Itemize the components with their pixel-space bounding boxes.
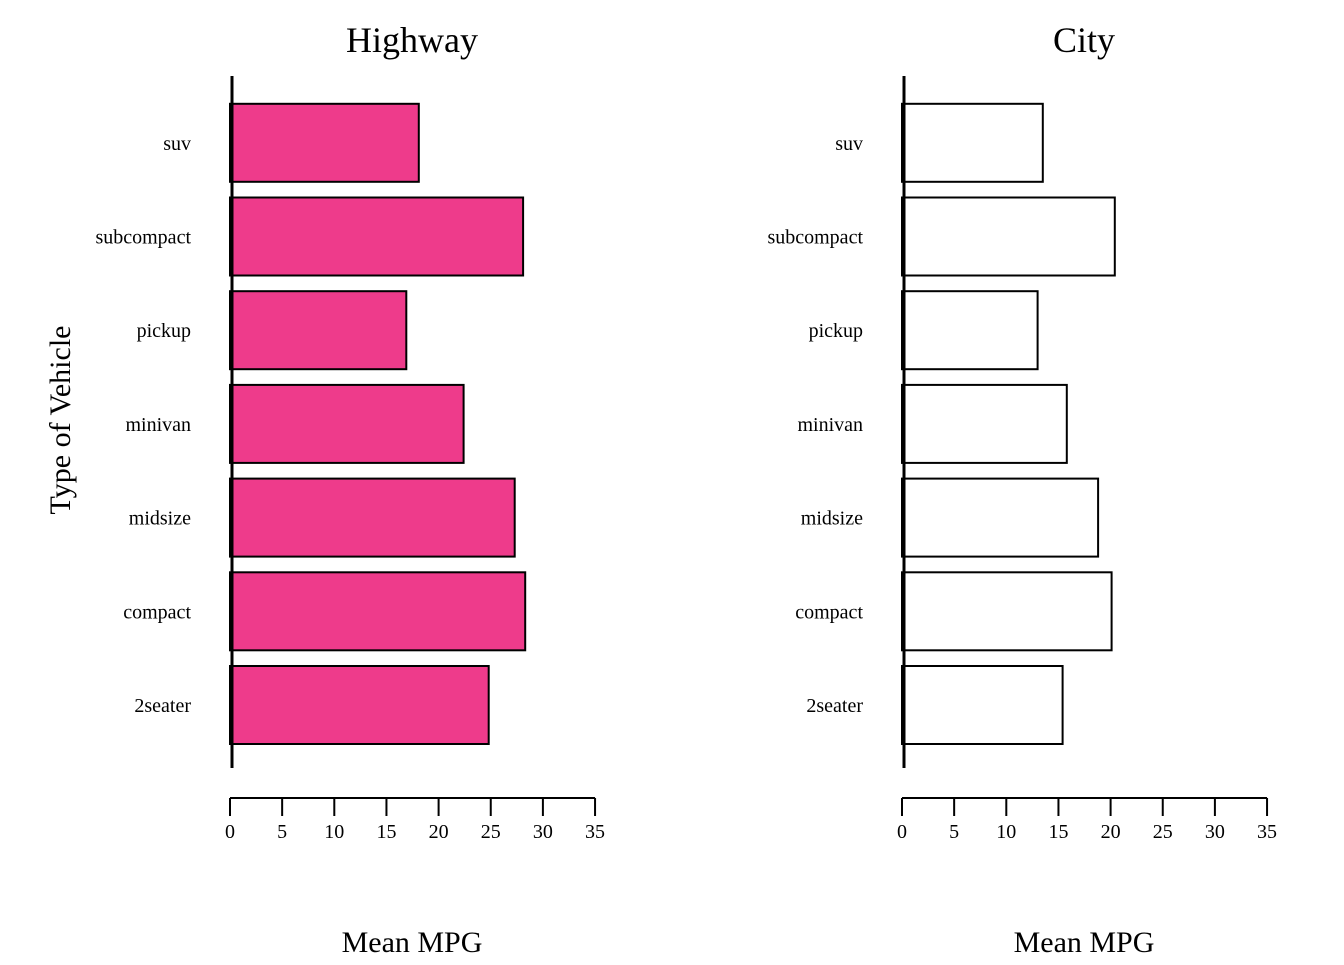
bar-highway-subcompact	[229, 196, 525, 277]
category-labels-city: 2seater compact midsize minivan pickup subcom…	[767, 133, 863, 717]
bar-city-2seater	[901, 665, 1064, 745]
x-axis-title-highway: Mean MPG	[342, 926, 483, 959]
category-label-highway-compact: compact	[123, 601, 191, 623]
category-label-highway-pickup: pickup	[137, 320, 191, 342]
x-tick-label-city-10: 10	[996, 821, 1016, 843]
x-tick-label-city-25: 25	[1153, 821, 1173, 843]
y-axis-title: Type of Vehicle	[44, 326, 77, 515]
bar-highway-compact	[229, 571, 527, 652]
category-label-city-subcompact: subcompact	[767, 227, 863, 249]
category-label-highway-midsize: midsize	[129, 508, 191, 530]
bar-city-minivan	[901, 383, 1068, 464]
x-tick-label-highway-0: 0	[225, 821, 235, 843]
bar-highway-pickup	[229, 290, 408, 371]
bar-city-subcompact	[901, 196, 1116, 277]
category-label-highway-suv: suv	[163, 133, 191, 155]
category-label-city-suv: suv	[835, 133, 863, 155]
x-tick-label-highway-10: 10	[324, 821, 344, 843]
bar-highway-minivan	[229, 383, 465, 464]
category-label-highway-2seater: 2seater	[134, 695, 191, 717]
category-label-city-2seater: 2seater	[806, 695, 863, 717]
bar-city-suv	[901, 102, 1044, 183]
x-tick-label-city-5: 5	[949, 821, 959, 843]
category-labels-highway: 2seater compact midsize minivan pickup subcom…	[95, 133, 191, 717]
x-axis-city: 0 5 10 15 20 25 30 35	[897, 797, 1277, 843]
x-tick-label-highway-25: 25	[481, 821, 501, 843]
bar-city-midsize	[901, 477, 1100, 558]
x-tick-label-city-30: 30	[1205, 821, 1225, 843]
category-label-city-midsize: midsize	[801, 508, 863, 530]
category-label-city-compact: compact	[795, 601, 863, 623]
bar-city-compact	[901, 571, 1113, 652]
x-tick-label-highway-20: 20	[429, 821, 449, 843]
bars-highway	[229, 102, 527, 745]
bar-highway-midsize	[229, 477, 516, 558]
category-label-city-pickup: pickup	[809, 320, 863, 342]
x-tick-label-highway-35: 35	[585, 821, 605, 843]
panel-city: City 2seater compact midsize minivan pickup s…	[767, 20, 1277, 959]
x-axis-highway: 0 5 10 15 20 25 30 35	[225, 797, 605, 843]
x-tick-label-city-20: 20	[1101, 821, 1121, 843]
x-tick-label-city-15: 15	[1048, 821, 1068, 843]
category-label-city-minivan: minivan	[797, 414, 863, 436]
x-axis-title-city: Mean MPG	[1014, 926, 1155, 959]
panel-highway: Highway Type of Vehicle 2seater compact mi…	[44, 20, 605, 959]
x-tick-label-highway-5: 5	[277, 821, 287, 843]
bar-highway-2seater	[229, 665, 490, 745]
x-tick-label-highway-15: 15	[376, 821, 396, 843]
x-tick-label-city-35: 35	[1257, 821, 1277, 843]
category-label-highway-minivan: minivan	[125, 414, 191, 436]
panel-title-city: City	[1053, 20, 1115, 60]
x-tick-label-highway-30: 30	[533, 821, 553, 843]
panel-title-highway: Highway	[346, 20, 478, 60]
category-label-highway-subcompact: subcompact	[95, 227, 191, 249]
bars-city	[901, 102, 1116, 745]
bar-city-pickup	[901, 290, 1039, 371]
x-tick-label-city-0: 0	[897, 821, 907, 843]
bar-highway-suv	[229, 102, 420, 183]
